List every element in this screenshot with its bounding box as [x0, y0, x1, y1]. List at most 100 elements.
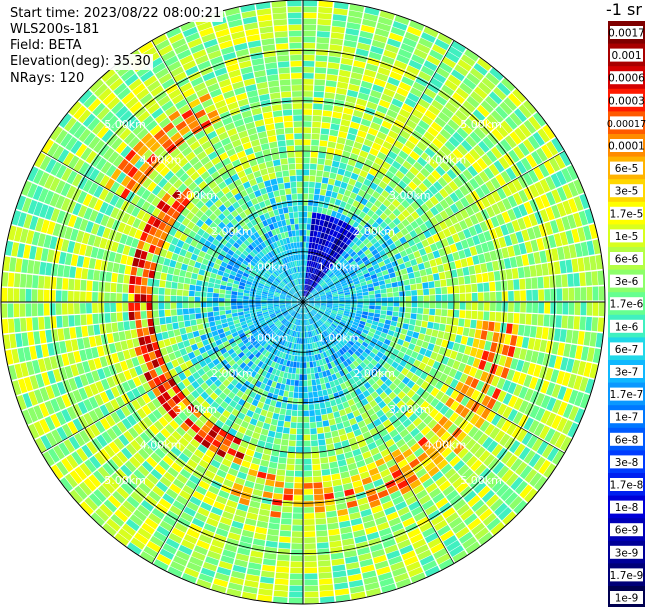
range-bin — [308, 279, 312, 285]
range-bin — [326, 319, 332, 325]
range-bin — [90, 223, 100, 235]
range-bin — [338, 75, 350, 84]
range-bin — [349, 121, 360, 130]
range-bin — [224, 396, 232, 405]
range-bin — [283, 427, 290, 434]
range-bin — [356, 372, 364, 380]
range-bin — [496, 465, 510, 479]
range-bin — [455, 526, 470, 539]
range-bin — [592, 286, 599, 301]
range-bin — [366, 334, 373, 341]
range-bin — [327, 449, 336, 457]
range-bin — [21, 259, 29, 273]
range-bin — [277, 337, 282, 344]
range-bin — [74, 279, 81, 291]
range-bin — [306, 266, 309, 273]
range-bin — [273, 438, 282, 445]
range-bin — [19, 288, 26, 302]
range-bin — [230, 341, 238, 348]
range-bin — [353, 109, 364, 118]
range-bin — [486, 261, 494, 272]
range-bin — [402, 354, 411, 362]
range-bin — [325, 291, 332, 295]
range-bin — [146, 343, 154, 353]
range-bin — [457, 464, 470, 476]
range-bin — [347, 89, 359, 98]
range-bin — [315, 219, 320, 226]
range-bin — [61, 394, 72, 408]
range-bin — [193, 545, 208, 556]
range-bin — [251, 285, 257, 290]
range-bin — [425, 445, 436, 456]
range-bin — [155, 432, 167, 443]
range-bin — [349, 78, 362, 86]
range-bin — [292, 367, 297, 374]
range-bin — [325, 80, 337, 88]
range-bin — [292, 324, 296, 331]
range-bin — [409, 319, 416, 326]
range-bin — [404, 233, 413, 242]
range-bin — [198, 346, 207, 354]
range-bin — [334, 582, 349, 590]
range-bin — [371, 229, 379, 237]
range-bin — [201, 245, 209, 253]
range-bin — [503, 258, 512, 269]
range-bin — [242, 486, 253, 495]
range-bin — [100, 417, 111, 430]
range-bin — [315, 378, 321, 385]
range-bin — [337, 81, 349, 90]
range-bin — [273, 590, 288, 598]
range-bin — [364, 366, 371, 374]
range-bin — [271, 284, 277, 289]
range-bin — [337, 273, 343, 279]
range-bin — [35, 247, 43, 261]
range-bin — [287, 452, 296, 459]
range-bin — [49, 303, 56, 316]
range-bin — [457, 59, 472, 72]
range-bin — [355, 135, 365, 144]
range-bin — [327, 303, 333, 305]
range-bin — [545, 191, 556, 206]
range-bin — [420, 152, 432, 163]
range-bin — [287, 354, 292, 361]
range-bin — [294, 312, 298, 318]
range-bin — [549, 275, 556, 288]
range-bin — [449, 192, 460, 203]
range-bin — [429, 487, 442, 499]
range-bin — [508, 291, 514, 301]
range-bin — [21, 332, 29, 347]
range-bin — [291, 299, 298, 302]
range-bin — [318, 310, 325, 314]
range-bin — [417, 156, 428, 167]
range-bin — [345, 342, 352, 349]
range-bin — [368, 287, 375, 292]
range-bin — [278, 351, 284, 358]
range-bin — [229, 400, 238, 408]
range-bin — [164, 302, 171, 310]
range-bin — [234, 477, 246, 486]
range-bin — [202, 339, 210, 346]
range-bin — [245, 574, 260, 582]
range-bin — [110, 282, 117, 293]
range-bin — [231, 287, 238, 292]
range-bin — [257, 360, 264, 368]
range-bin — [347, 349, 354, 356]
range-bin — [418, 411, 429, 421]
range-bin — [157, 256, 165, 265]
range-bin — [316, 536, 329, 543]
range-bin — [280, 325, 286, 331]
range-bin — [173, 415, 184, 426]
range-bin — [197, 405, 206, 414]
range-bin — [73, 350, 82, 363]
range-bin — [363, 520, 376, 529]
range-bin — [144, 495, 158, 507]
range-bin — [90, 246, 99, 258]
range-bin — [531, 150, 543, 165]
range-bin — [408, 343, 416, 351]
range-bin — [390, 490, 402, 500]
range-bin — [266, 473, 276, 481]
range-bin — [330, 250, 336, 257]
range-bin — [374, 233, 383, 241]
range-bin — [333, 260, 339, 266]
range-bin — [316, 321, 321, 327]
